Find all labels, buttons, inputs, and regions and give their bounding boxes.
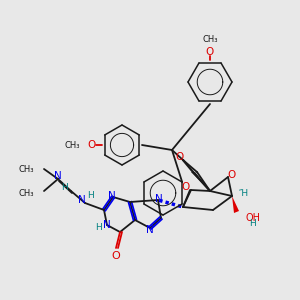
Text: O: O: [176, 152, 184, 162]
Text: CH₃: CH₃: [19, 188, 34, 197]
Text: ″H: ″H: [239, 188, 249, 197]
Polygon shape: [232, 196, 239, 213]
Text: H: H: [88, 191, 94, 200]
Text: O: O: [228, 170, 236, 180]
Text: O: O: [182, 182, 190, 192]
Text: N: N: [146, 225, 154, 235]
Text: N: N: [108, 191, 116, 201]
Text: CH₃: CH₃: [202, 35, 218, 44]
Text: O: O: [112, 251, 120, 261]
Text: CH₃: CH₃: [19, 164, 34, 173]
Text: N: N: [103, 220, 111, 230]
Text: H: H: [61, 182, 68, 191]
Text: CH₃: CH₃: [64, 140, 80, 149]
Text: O: O: [88, 140, 96, 150]
Text: N: N: [155, 194, 163, 204]
Polygon shape: [191, 172, 210, 191]
Text: O: O: [206, 47, 214, 57]
Text: N: N: [54, 171, 62, 181]
Text: N: N: [78, 195, 86, 205]
Text: H: H: [250, 220, 256, 229]
Text: H: H: [94, 224, 101, 232]
Text: OH: OH: [245, 213, 260, 223]
